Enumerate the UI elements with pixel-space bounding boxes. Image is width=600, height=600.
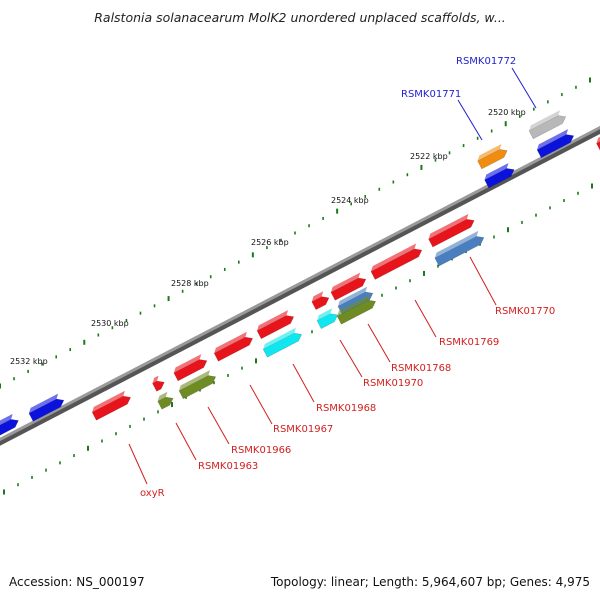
- gene-arrow-face: [311, 296, 330, 311]
- gene-arrow[interactable]: [212, 331, 254, 362]
- gene-arrow-face: [316, 313, 339, 329]
- topology-text: Topology: linear; Length: 5,964,607 bp; …: [270, 575, 590, 589]
- gene-arrow-face: [0, 419, 19, 438]
- gene-arrow[interactable]: [156, 391, 175, 410]
- gene-arrow[interactable]: [151, 375, 167, 392]
- gene-label[interactable]: RSMK01772: [456, 56, 516, 67]
- gene-arrow[interactable]: [90, 390, 132, 421]
- gene-arrow-face: [213, 336, 254, 362]
- gene-arrow[interactable]: [527, 109, 568, 140]
- gene-arrow[interactable]: [483, 162, 517, 189]
- gene-arrow[interactable]: [177, 369, 218, 400]
- gene-arrow-top: [317, 308, 333, 321]
- gene-labels: RSMK01772 RSMK01771 RSMK01770 RSMK01769 …: [140, 56, 555, 499]
- gene-arrow[interactable]: [427, 213, 476, 248]
- gene-label[interactable]: RSMK01770: [495, 306, 555, 317]
- gene-arrow-top: [337, 286, 368, 307]
- gene-label[interactable]: RSMK01967: [273, 424, 333, 435]
- gene-arrow-face: [370, 248, 423, 280]
- gene-arrow[interactable]: [595, 135, 600, 152]
- gene-arrow-face: [262, 332, 303, 358]
- leader-line: [511, 67, 537, 109]
- gene-arrow-top: [263, 327, 296, 350]
- scale-label: 2526 kbp: [251, 238, 289, 247]
- gene-features[interactable]: [0, 109, 600, 438]
- gene-arrow-top: [370, 243, 417, 272]
- scale-label: 2522 kbp: [410, 152, 448, 161]
- map-title: Ralstonia solanacearum MolK2 unordered u…: [94, 10, 506, 25]
- gene-arrow[interactable]: [27, 393, 66, 422]
- gene-arrow-top: [92, 390, 125, 413]
- leader-line: [175, 422, 197, 461]
- gene-arrow-top: [477, 144, 502, 161]
- leader-line: [469, 256, 497, 306]
- gene-arrow[interactable]: [369, 243, 424, 280]
- gene-label[interactable]: RSMK01970: [363, 378, 423, 389]
- gene-arrow[interactable]: [329, 272, 368, 301]
- leader-line: [249, 384, 273, 425]
- scale-label: 2520 kbp: [488, 108, 526, 117]
- gene-label[interactable]: RSMK01968: [316, 403, 376, 414]
- gene-label[interactable]: RSMK01966: [231, 445, 291, 456]
- gene-arrow-top: [434, 230, 479, 258]
- gene-arrow[interactable]: [315, 307, 340, 329]
- gene-label[interactable]: RSMK01963: [198, 461, 258, 472]
- gene-arrow-top: [152, 375, 159, 384]
- gene-label[interactable]: RSMK01768: [391, 363, 451, 374]
- gene-arrow-top: [257, 310, 289, 331]
- gene-label[interactable]: RSMK01769: [439, 337, 499, 348]
- gene-arrow-face: [152, 380, 165, 392]
- leader-line: [457, 99, 483, 141]
- gene-arrow-top: [337, 294, 370, 317]
- gene-arrow-top: [157, 391, 168, 402]
- gene-arrow-top: [529, 110, 561, 131]
- gene-label[interactable]: RSMK01771: [401, 89, 461, 100]
- backbone-shadow: [0, 127, 600, 446]
- gene-arrow[interactable]: [535, 128, 576, 159]
- gene-arrow-top: [214, 331, 247, 354]
- leader-line: [128, 443, 148, 485]
- gene-arrow-face: [28, 398, 65, 422]
- gene-arrow-top: [428, 213, 469, 240]
- gene-arrow-top: [0, 413, 13, 430]
- scale-label: 2530 kbp: [91, 319, 129, 328]
- accession-text: Accession: NS_000197: [9, 575, 145, 589]
- gene-arrow-face: [336, 299, 377, 325]
- gene-arrow[interactable]: [172, 353, 209, 382]
- gene-arrow[interactable]: [476, 143, 510, 170]
- leader-line: [367, 323, 391, 363]
- leader-line: [339, 339, 363, 378]
- gene-arrow-face: [91, 395, 132, 421]
- leader-line: [414, 299, 437, 338]
- leader-line: [292, 363, 315, 403]
- leader-line: [207, 406, 230, 445]
- gene-arrow-top: [28, 393, 59, 414]
- gene-label[interactable]: oxyR: [140, 488, 165, 499]
- gene-arrow[interactable]: [335, 294, 377, 325]
- gene-arrow[interactable]: [255, 309, 296, 340]
- gene-arrow-top: [330, 272, 361, 293]
- gene-arrow-top: [179, 370, 211, 391]
- scale-label: 2532 kbp: [10, 357, 48, 366]
- label-leaders: [128, 67, 537, 485]
- gene-arrow-top: [484, 163, 509, 180]
- gene-arrow-top: [537, 129, 569, 150]
- gene-arrow-top: [173, 354, 202, 373]
- gene-arrow[interactable]: [261, 327, 303, 358]
- gene-arrow-face: [330, 277, 367, 301]
- scale-label: 2524 kbp: [331, 196, 369, 205]
- scale-labels: 2520 kbp 2522 kbp 2524 kbp 2526 kbp 2528…: [10, 108, 526, 366]
- gene-arrow[interactable]: [0, 413, 20, 438]
- gene-arrow-top: [311, 291, 324, 302]
- scale-label: 2528 kbp: [171, 279, 209, 288]
- gene-arrow[interactable]: [433, 230, 486, 267]
- gene-arrow[interactable]: [310, 290, 331, 311]
